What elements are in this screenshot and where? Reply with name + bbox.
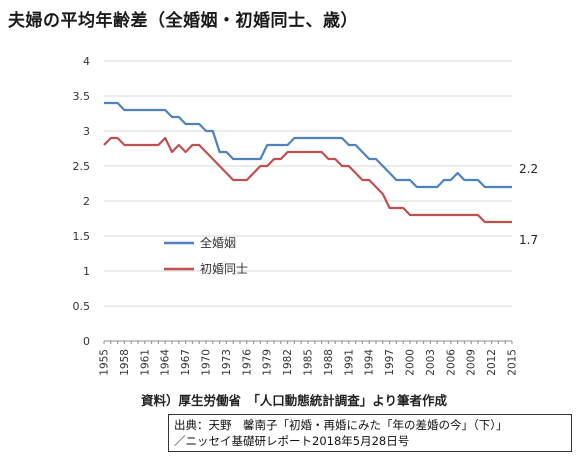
x-tick-label: 1985 — [303, 349, 315, 376]
x-axis-ticks: 1955 1958 1961 1964 1967 1970 1973 1976 1979 1982… — [99, 341, 519, 376]
citation-line-2: ／ニッセイ基礎研レポート2018年5月28日号 — [174, 434, 410, 448]
y-tick-label: 1 — [83, 265, 90, 278]
line-chart: 00.511.522.533.54 1955 1958 1961 1964 1967 19… — [73, 55, 539, 376]
chart-end-labels: 2.2 1.7 — [519, 162, 538, 247]
y-tick-label: 3 — [83, 125, 90, 138]
x-tick-label: 1988 — [323, 349, 335, 376]
x-tick-label: 2006 — [445, 349, 457, 376]
x-tick-label: 1967 — [180, 349, 192, 376]
x-tick-label: 1958 — [119, 349, 131, 376]
y-tick-label: 0 — [83, 335, 90, 348]
citation-box: 出典：天野 馨南子「初婚・再婚にみた「年の差婚の今」（下）」 ／ニッセイ基礎研レ… — [168, 414, 572, 452]
x-tick-label: 2003 — [425, 349, 437, 376]
x-tick-label: 1979 — [262, 349, 274, 376]
x-tick-label: 1991 — [343, 349, 355, 376]
y-tick-label: 0.5 — [73, 300, 91, 313]
citation-line-1: 出典：天野 馨南子「初婚・再婚にみた「年の差婚の今」（下）」 — [174, 418, 508, 432]
x-tick-label: 2012 — [486, 349, 498, 376]
x-tick-label: 1970 — [201, 349, 213, 376]
x-tick-label: 1964 — [160, 349, 172, 376]
data-source-note: 資料）厚生労働省 「人口動態統計調査」より筆者作成 — [140, 393, 447, 408]
y-tick-label: 1.5 — [73, 230, 91, 243]
legend-label-2: 初婚同士 — [200, 262, 248, 276]
series-end-label-2: 1.7 — [519, 233, 538, 247]
x-tick-label: 1994 — [364, 349, 376, 376]
x-tick-label: 2000 — [405, 349, 417, 376]
x-tick-label: 1982 — [282, 349, 294, 376]
x-tick-label: 1973 — [221, 349, 233, 376]
x-tick-label: 1976 — [241, 349, 253, 376]
chart-title: 夫婦の平均年齢差（全婚姻・初婚同士、歳） — [8, 11, 358, 31]
x-tick-label: 2009 — [466, 349, 478, 376]
chart-grid — [104, 60, 512, 342]
y-tick-label: 2 — [83, 195, 90, 208]
y-tick-label: 2.5 — [73, 160, 91, 173]
x-tick-label: 1997 — [384, 349, 396, 376]
x-tick-label: 1955 — [99, 349, 111, 376]
x-tick-label: 2015 — [507, 349, 519, 376]
series-line-2 — [103, 136, 512, 224]
legend-label-1: 全婚姻 — [200, 235, 236, 250]
y-tick-label: 4 — [83, 55, 90, 68]
series-end-label-1: 2.2 — [519, 162, 538, 176]
series-line-1 — [104, 101, 512, 189]
y-tick-label: 3.5 — [73, 90, 91, 103]
x-tick-label: 1961 — [139, 349, 151, 376]
y-axis-ticks: 0 0.5 1 1.5 2 2.5 3 3.5 4 — [73, 55, 91, 348]
chart-series — [103, 101, 512, 224]
